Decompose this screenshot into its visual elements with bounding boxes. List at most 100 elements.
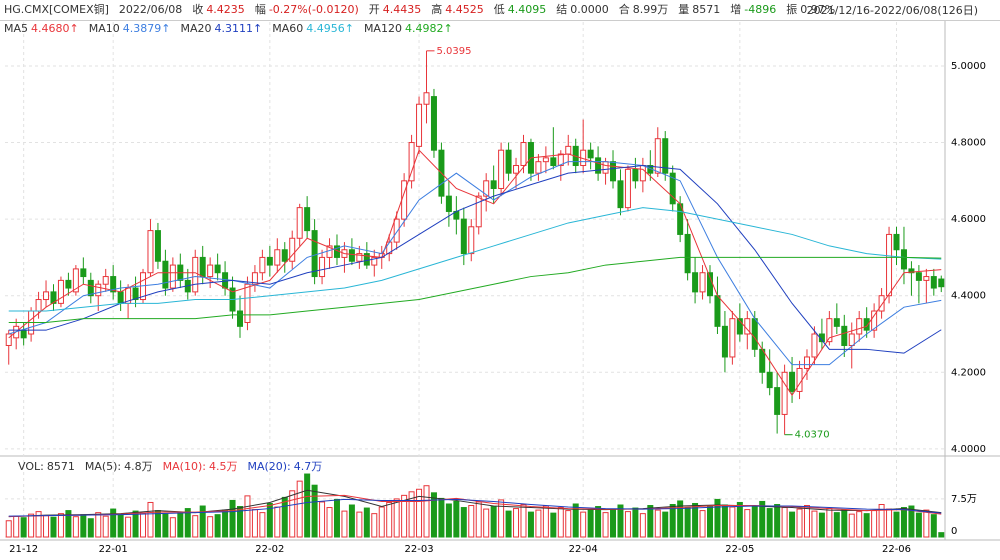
candle-body [311, 230, 318, 278]
candle-body [5, 333, 12, 346]
volume-bar [893, 511, 900, 538]
candle-body [102, 276, 109, 285]
candle-body [848, 333, 855, 346]
volume-bar [595, 506, 602, 538]
volume-bar [527, 511, 534, 538]
candle-body [445, 195, 452, 212]
candle-body [117, 291, 124, 304]
legend-name: VOL: [18, 459, 44, 473]
volume-bar [848, 513, 855, 538]
ma-line [8, 256, 942, 324]
candle-body [460, 218, 467, 255]
candle-body [774, 387, 781, 415]
candle-body [692, 272, 699, 293]
header-field: 幅 -0.27%(-0.0120) [255, 1, 359, 17]
volume-bar [274, 506, 281, 538]
candle-body [908, 268, 915, 274]
volume-bar [789, 511, 796, 538]
candle-body [856, 318, 863, 335]
volume-bar [87, 518, 94, 538]
volume-bar [13, 515, 20, 538]
volume-bar [863, 513, 870, 538]
volume-bar [259, 512, 266, 538]
volume-bar [125, 516, 132, 538]
legend-value: 4.3111↑ [214, 21, 263, 35]
y-tick-label: 4.0000 [951, 444, 986, 455]
candle-body [430, 96, 437, 151]
candle-body [266, 256, 273, 266]
candle-body [915, 272, 922, 281]
candle-body [251, 272, 258, 285]
volume-bar [110, 508, 117, 538]
volume-bar [192, 515, 199, 538]
candle-body [684, 233, 691, 274]
candle-body [751, 318, 758, 350]
ma-line [8, 161, 942, 366]
field-value: -0.27%(-0.0120) [268, 3, 359, 16]
volume-bar [751, 505, 758, 538]
candle-body [550, 157, 557, 167]
legend-item: MA(10): 4.5万 [163, 458, 238, 474]
volume-bar [35, 511, 42, 538]
legend-name: MA(20): [247, 460, 291, 473]
volume-bar [774, 504, 781, 538]
volume-bar [117, 514, 124, 538]
volume-bar [154, 510, 161, 538]
legend-value: 4.8万 [124, 460, 153, 473]
candle-body [319, 256, 326, 278]
volume-bar [251, 509, 258, 538]
volume-bar [833, 512, 840, 538]
volume-bar [639, 513, 646, 538]
candle-body [132, 287, 139, 301]
volume-bar [669, 504, 676, 538]
field-label: 高 [431, 3, 443, 16]
candle-body [789, 371, 796, 392]
candle-body [617, 180, 624, 209]
y-tick-label: 4.4000 [951, 291, 986, 302]
volume-bar [803, 505, 810, 538]
candle-body [423, 92, 430, 105]
volume-bar [923, 509, 930, 538]
volume-bar [796, 508, 803, 538]
volume-bar [624, 511, 631, 538]
volume-bar [438, 497, 445, 538]
volume-bar [580, 511, 587, 538]
volume-bar [557, 507, 564, 538]
volume-ma-line [8, 489, 942, 518]
legend-name: MA120 [363, 21, 402, 35]
volume-bar [610, 508, 617, 538]
volume-bar [900, 507, 907, 538]
candle-body [654, 138, 661, 174]
candle-body [796, 367, 803, 392]
volume-bar [468, 505, 475, 538]
volume-bar [475, 501, 482, 538]
volume-bar [871, 510, 878, 538]
candle-body [162, 260, 169, 289]
candle-body [80, 268, 87, 278]
volume-bar [401, 494, 408, 538]
legend-value: 4.7万 [293, 460, 323, 473]
volume-bar [654, 509, 661, 538]
volume-bar [811, 510, 818, 538]
volume-bar [393, 498, 400, 538]
volume-bar [408, 491, 415, 538]
volume-bar [908, 505, 915, 538]
volume-bar [80, 514, 87, 538]
volume-bar [416, 488, 423, 538]
field-value: 4.4435 [382, 3, 422, 16]
symbol: HG.CMX[COMEX铜] [4, 3, 109, 16]
y-tick-label: 4.6000 [951, 214, 986, 225]
candle-body [841, 325, 848, 346]
y-tick-label: 4.8000 [951, 138, 986, 149]
legend-name: MA10 [88, 21, 120, 35]
volume-bar [572, 503, 579, 538]
candle-body [930, 276, 937, 289]
candle-body [565, 145, 572, 155]
candle-body [520, 142, 527, 167]
candle-body [281, 249, 288, 262]
volume-bar [214, 514, 221, 538]
candle-body [304, 207, 311, 232]
header-field: 合 8.99万 [619, 1, 669, 17]
candle-body [669, 172, 676, 205]
candle-body [35, 299, 42, 312]
